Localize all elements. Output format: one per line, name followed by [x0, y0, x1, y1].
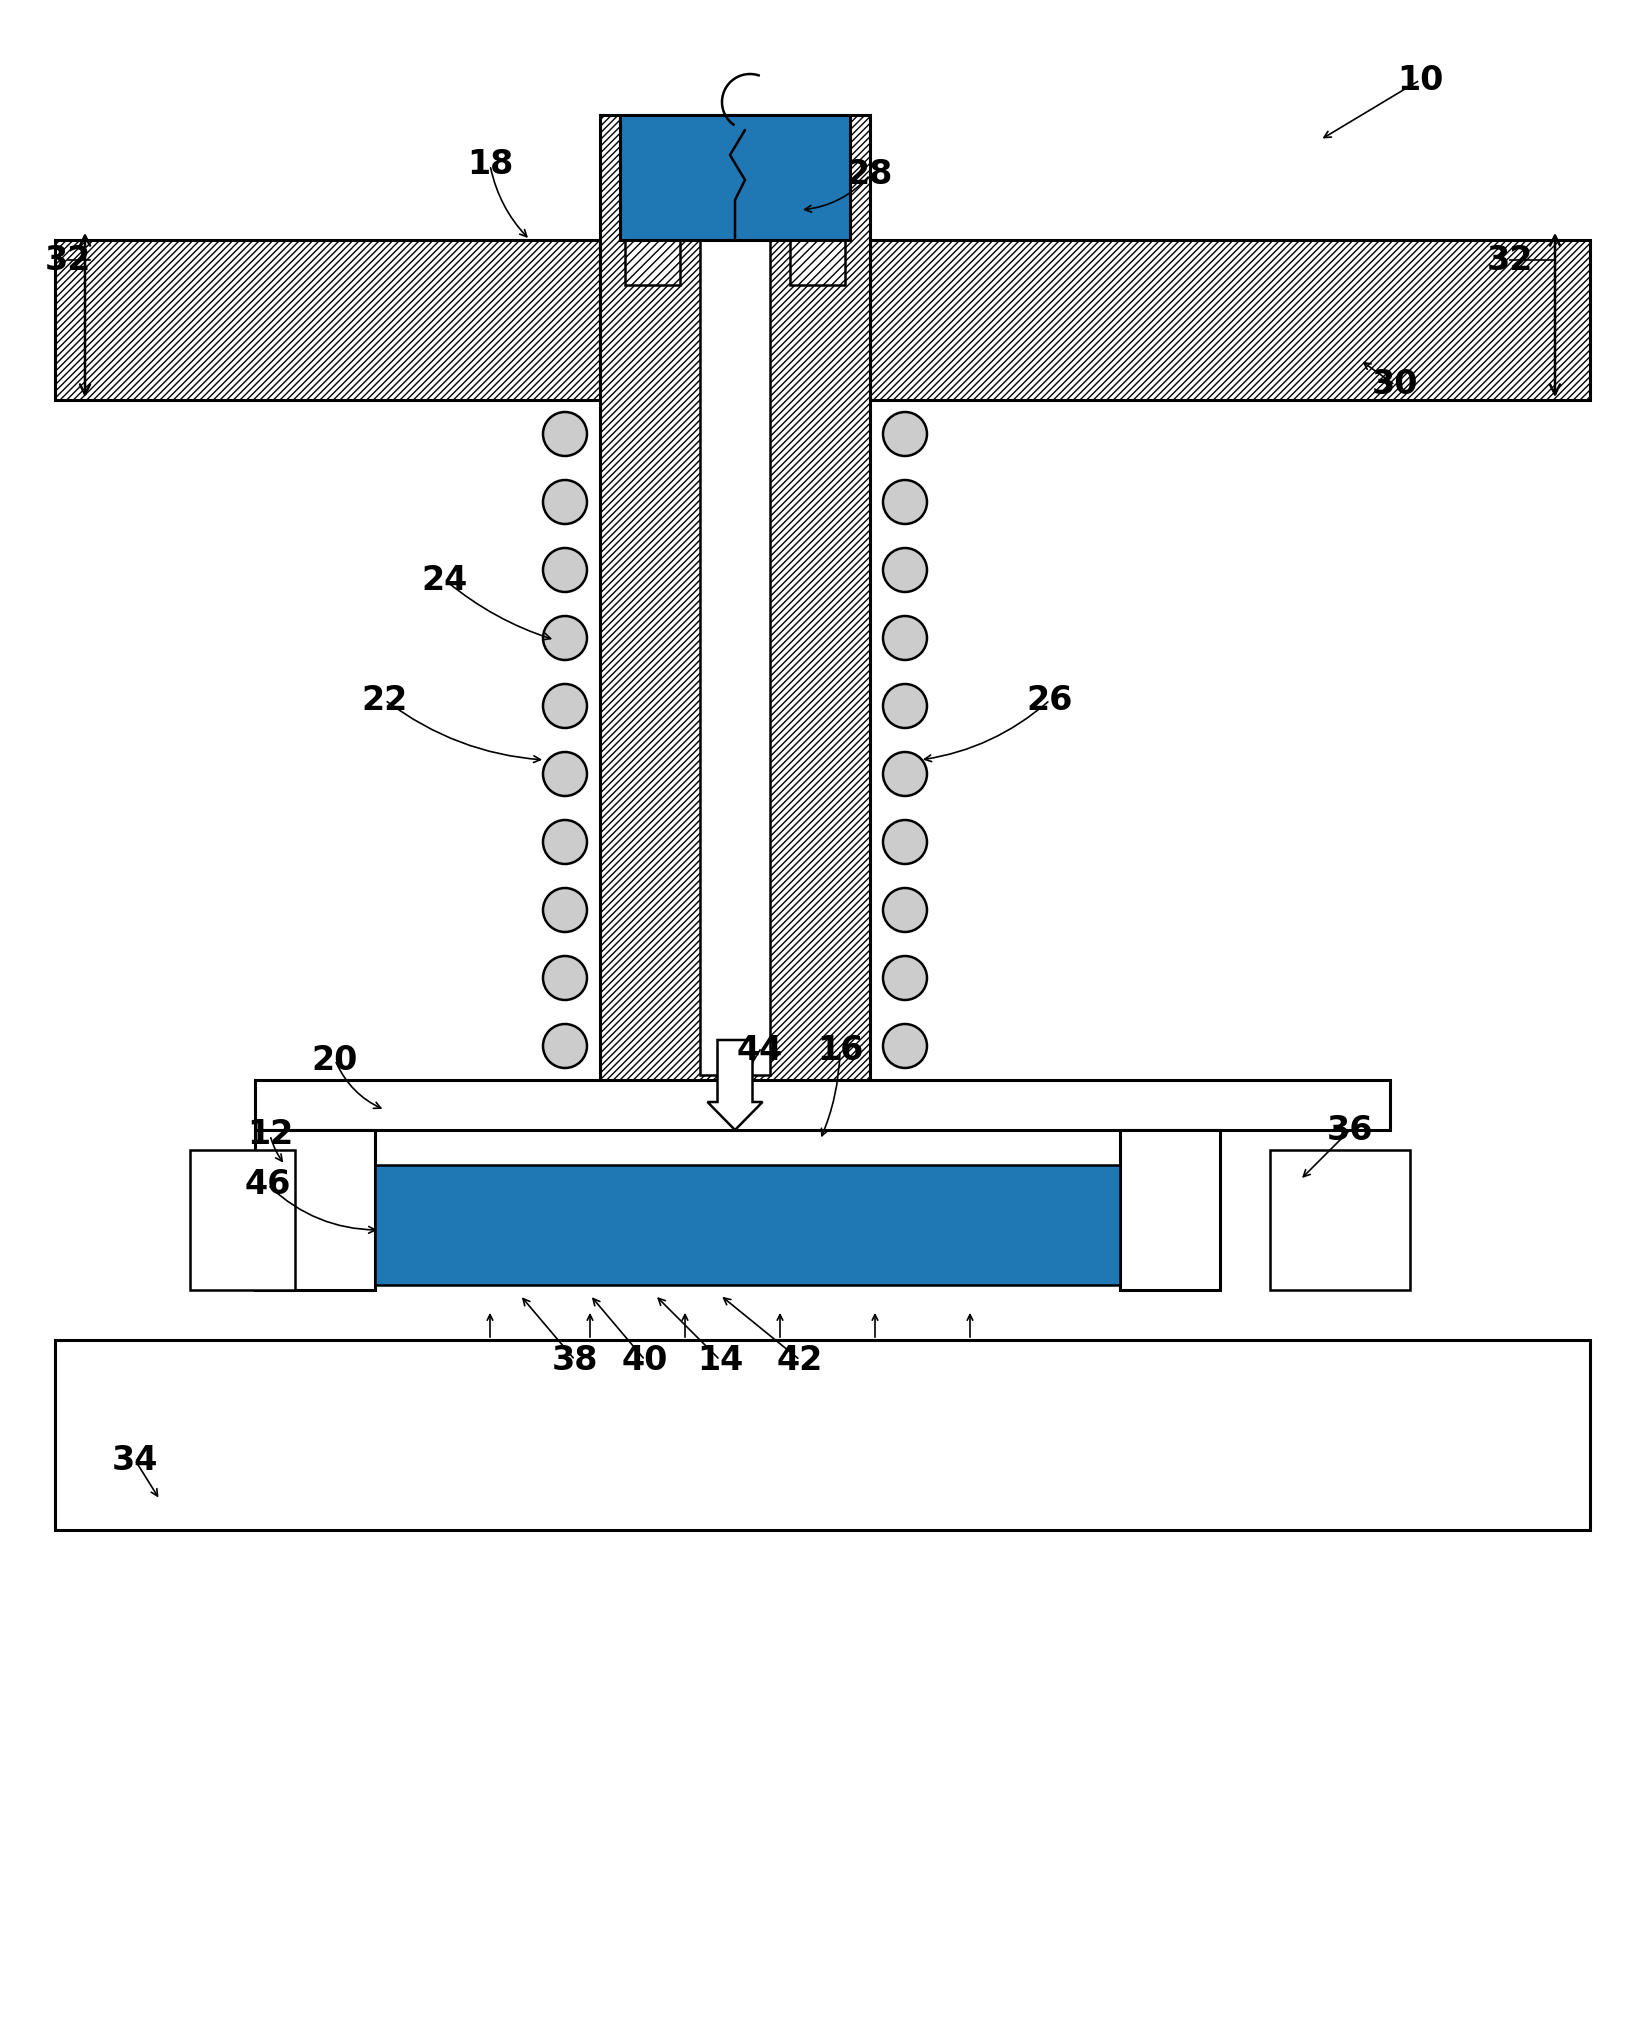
- Text: 18: 18: [467, 149, 513, 181]
- Bar: [625, 240, 679, 285]
- Bar: [870, 240, 1591, 399]
- Text: 28: 28: [847, 159, 893, 191]
- Bar: [375, 1263, 1120, 1279]
- Bar: [375, 1257, 1120, 1263]
- Text: 20: 20: [313, 1043, 359, 1076]
- Bar: [375, 1241, 1120, 1257]
- Bar: [255, 1080, 1390, 1131]
- Text: 34: 34: [112, 1444, 158, 1477]
- Text: 42: 42: [776, 1344, 822, 1377]
- Text: 16: 16: [818, 1033, 864, 1067]
- Text: 12: 12: [247, 1118, 293, 1151]
- Text: 32: 32: [44, 244, 90, 277]
- Bar: [600, 114, 870, 1086]
- Bar: [701, 240, 770, 1076]
- Circle shape: [543, 1025, 587, 1067]
- Text: 22: 22: [362, 684, 408, 717]
- Bar: [255, 1131, 375, 1289]
- Text: 44: 44: [737, 1033, 783, 1067]
- Circle shape: [883, 888, 928, 933]
- Circle shape: [543, 821, 587, 864]
- FancyArrow shape: [707, 1041, 763, 1131]
- Bar: [375, 1188, 1120, 1194]
- Bar: [375, 1210, 1120, 1216]
- Text: 40: 40: [622, 1344, 668, 1377]
- Bar: [54, 1340, 1591, 1530]
- Circle shape: [543, 411, 587, 456]
- Bar: [375, 1171, 1120, 1188]
- Bar: [620, 114, 850, 240]
- Bar: [375, 1232, 1120, 1241]
- Circle shape: [543, 888, 587, 933]
- Text: 10: 10: [1397, 63, 1443, 96]
- Circle shape: [883, 548, 928, 593]
- Circle shape: [543, 615, 587, 660]
- Text: 26: 26: [1026, 684, 1073, 717]
- Circle shape: [883, 615, 928, 660]
- Circle shape: [543, 955, 587, 1000]
- Bar: [1270, 1151, 1410, 1289]
- Text: 36: 36: [1328, 1114, 1374, 1147]
- Circle shape: [883, 955, 928, 1000]
- Circle shape: [883, 821, 928, 864]
- Bar: [1120, 1131, 1221, 1289]
- Text: 24: 24: [421, 564, 469, 597]
- Circle shape: [543, 481, 587, 524]
- Bar: [375, 1165, 1120, 1285]
- Circle shape: [883, 752, 928, 796]
- Circle shape: [883, 1025, 928, 1067]
- Text: 32: 32: [1487, 244, 1533, 277]
- Text: 46: 46: [245, 1169, 291, 1202]
- Bar: [375, 1216, 1120, 1232]
- Circle shape: [883, 684, 928, 727]
- Circle shape: [543, 684, 587, 727]
- Bar: [790, 240, 846, 285]
- Circle shape: [543, 548, 587, 593]
- Text: 30: 30: [1372, 369, 1418, 401]
- Bar: [375, 1279, 1120, 1285]
- Bar: [191, 1151, 294, 1289]
- Bar: [54, 240, 600, 399]
- Circle shape: [543, 752, 587, 796]
- Circle shape: [883, 481, 928, 524]
- Text: 38: 38: [551, 1344, 599, 1377]
- Bar: [375, 1165, 1120, 1171]
- Bar: [375, 1194, 1120, 1210]
- Text: 14: 14: [697, 1344, 744, 1377]
- Circle shape: [883, 411, 928, 456]
